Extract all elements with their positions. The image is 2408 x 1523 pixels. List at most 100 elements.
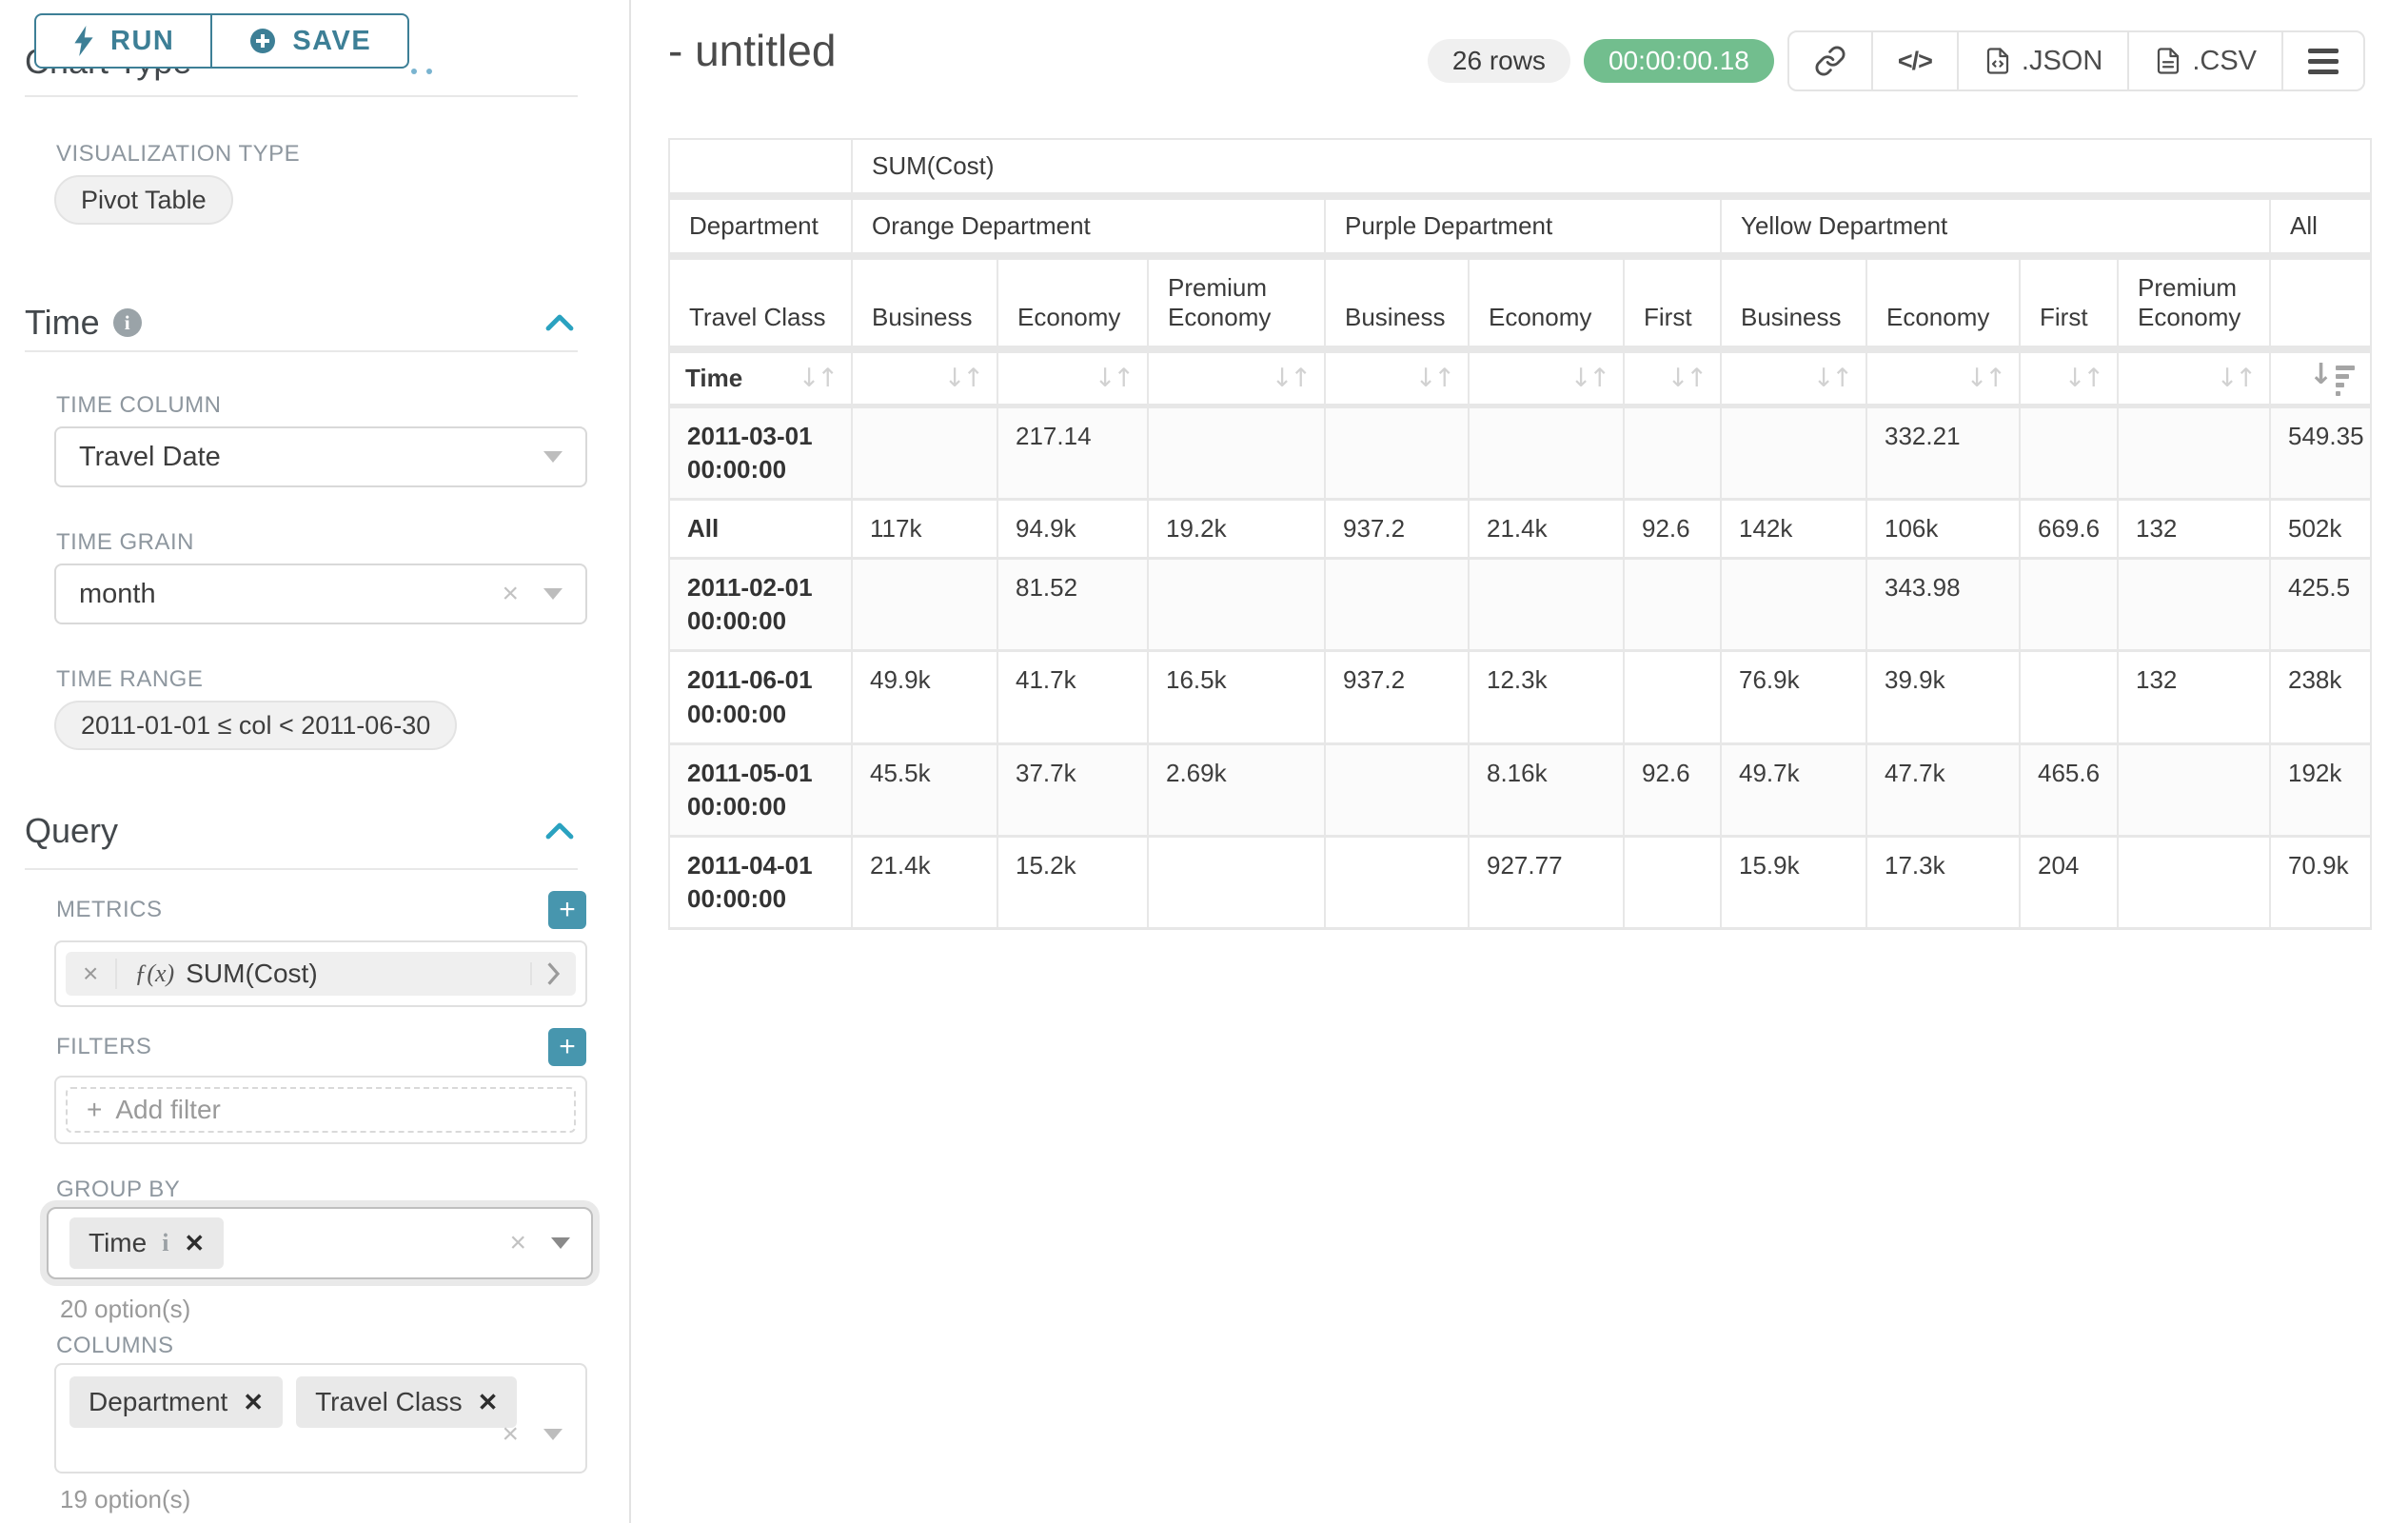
cell: 21.4k <box>1468 498 1625 561</box>
group-by-select[interactable]: Time i ✕ × <box>47 1207 593 1279</box>
cell: 37.7k <box>997 742 1149 838</box>
cell: 76.9k <box>1720 649 1867 745</box>
cell: 549.35 <box>2268 405 2373 502</box>
group-by-tag[interactable]: Time i ✕ <box>69 1217 225 1269</box>
up-down-arrows-icon[interactable]: ↓↑ <box>1569 364 1610 393</box>
columns-select[interactable]: Department ✕ Travel Class ✕ × <box>54 1363 587 1474</box>
cell: 106k <box>1865 498 2021 561</box>
save-button[interactable]: SAVE <box>211 13 410 69</box>
up-down-arrows-icon[interactable]: ↓↑ <box>1667 364 1707 393</box>
chart-title[interactable]: - untitled <box>668 26 837 75</box>
export-csv-label: .CSV <box>2192 45 2257 76</box>
file-text-icon <box>2154 45 2182 77</box>
cell: 502k <box>2268 498 2373 561</box>
visualization-type-value[interactable]: Pivot Table <box>54 175 233 225</box>
plus-circle-icon <box>248 27 277 55</box>
department-group-header: All <box>2268 195 2373 260</box>
column-sort-header[interactable]: ↓↑ <box>2019 348 2119 408</box>
up-down-arrows-icon[interactable]: ↓↑ <box>798 364 839 393</box>
cell: 70.9k <box>2268 835 2373 931</box>
column-sort-header[interactable]: ↓↑ <box>1720 348 1867 408</box>
clipped-scroll-artifact <box>411 69 432 74</box>
add-filter-dropzone[interactable]: + Add filter <box>66 1087 576 1133</box>
caret-down-icon[interactable] <box>543 588 563 600</box>
time-range-value[interactable]: 2011-01-01 ≤ col < 2011-06-30 <box>54 701 458 750</box>
up-down-arrows-icon[interactable]: ↓↑ <box>1271 364 1312 393</box>
add-filter-button[interactable]: + <box>548 1028 586 1066</box>
cell: 45.5k <box>851 742 998 838</box>
column-dimension-label: Department <box>668 195 853 260</box>
cell <box>1147 405 1326 502</box>
visualization-type-label: VISUALIZATION TYPE <box>56 141 301 167</box>
query-section-title: Query <box>25 811 119 850</box>
time-column-select[interactable]: Travel Date <box>54 426 587 487</box>
remove-metric-icon[interactable]: × <box>66 959 118 989</box>
caret-down-icon[interactable] <box>543 451 563 463</box>
column-sort-header[interactable]: ↓↑ <box>1468 348 1625 408</box>
remove-tag-icon[interactable]: ✕ <box>477 1387 499 1416</box>
remove-tag-icon[interactable]: ✕ <box>184 1228 206 1257</box>
column-sort-header[interactable]: ↓↑ <box>1324 348 1470 408</box>
columns-options-hint: 19 option(s) <box>60 1485 191 1513</box>
travel-class-header <box>2268 255 2373 353</box>
up-down-arrows-icon[interactable]: ↓↑ <box>1965 364 2006 393</box>
sort-descending-bars-icon[interactable]: ↓ <box>2309 361 2356 396</box>
chevron-right-icon[interactable] <box>530 962 576 985</box>
row-label: 2011-04-01 00:00:00 <box>668 835 853 931</box>
export-json-button[interactable]: .JSON <box>1956 32 2127 89</box>
columns-tag[interactable]: Department ✕ <box>69 1376 284 1428</box>
cell <box>1623 557 1722 653</box>
filters-label: FILTERS <box>56 1034 152 1059</box>
column-sort-header[interactable]: ↓↑ <box>1865 348 2021 408</box>
time-grain-value: month <box>79 578 156 609</box>
metric-item[interactable]: × ƒ(x) SUM(Cost) <box>66 952 576 996</box>
time-section-title: Time <box>25 303 100 342</box>
cell <box>1468 405 1625 502</box>
clear-x-icon[interactable]: × <box>502 1418 519 1450</box>
time-grain-select[interactable]: month × <box>54 564 587 624</box>
up-down-arrows-icon[interactable]: ↓↑ <box>2063 364 2104 393</box>
query-section-header: Query <box>25 811 574 851</box>
column-sort-header[interactable]: ↓↑ <box>2117 348 2271 408</box>
up-down-arrows-icon[interactable]: ↓↑ <box>943 364 984 393</box>
clear-x-icon[interactable]: × <box>502 578 519 609</box>
caret-down-icon[interactable] <box>551 1237 570 1249</box>
run-button[interactable]: RUN <box>34 13 212 69</box>
up-down-arrows-icon[interactable]: ↓↑ <box>2216 364 2257 393</box>
remove-tag-icon[interactable]: ✕ <box>243 1387 265 1416</box>
cell: 8.16k <box>1468 742 1625 838</box>
up-down-arrows-icon[interactable]: ↓↑ <box>1812 364 1853 393</box>
menu-button[interactable] <box>2281 32 2363 89</box>
chevron-up-icon[interactable] <box>545 821 574 841</box>
cell: 192k <box>2268 742 2373 838</box>
divider <box>25 868 578 870</box>
time-sort-header[interactable]: Time ↓↑ <box>668 348 853 408</box>
column-sort-header[interactable]: ↓↑ <box>851 348 998 408</box>
department-group-header: Purple Department <box>1324 195 1722 260</box>
clear-x-icon[interactable]: × <box>509 1227 526 1258</box>
column-sort-header[interactable]: ↓↑ <box>1623 348 1722 408</box>
cell <box>1720 557 1867 653</box>
cell: 92.6 <box>1623 498 1722 561</box>
metrics-label: METRICS <box>56 897 163 922</box>
copy-link-button[interactable] <box>1789 32 1871 89</box>
cell <box>1468 557 1625 653</box>
cell <box>1324 835 1470 931</box>
cell: 937.2 <box>1324 498 1470 561</box>
time-section-header: Time i <box>25 303 574 343</box>
export-csv-button[interactable]: .CSV <box>2127 32 2281 89</box>
column-sort-header-active[interactable]: ↓ <box>2268 348 2373 408</box>
embed-code-button[interactable]: </> <box>1870 32 1957 89</box>
column-sort-header[interactable]: ↓↑ <box>997 348 1149 408</box>
add-metric-button[interactable]: + <box>548 891 586 929</box>
export-button-group: </> .JSON .CSV <box>1786 30 2365 91</box>
caret-down-icon[interactable] <box>543 1429 563 1440</box>
columns-tag[interactable]: Travel Class ✕ <box>296 1376 518 1428</box>
up-down-arrows-icon[interactable]: ↓↑ <box>1094 364 1135 393</box>
corner-cell <box>668 138 853 200</box>
row-label: 2011-06-01 00:00:00 <box>668 649 853 745</box>
chevron-up-icon[interactable] <box>545 312 574 333</box>
table-row: 2011-05-01 00:00:00 45.5k 37.7k 2.69k 8.… <box>668 742 2373 838</box>
up-down-arrows-icon[interactable]: ↓↑ <box>1414 364 1455 393</box>
column-sort-header[interactable]: ↓↑ <box>1147 348 1326 408</box>
